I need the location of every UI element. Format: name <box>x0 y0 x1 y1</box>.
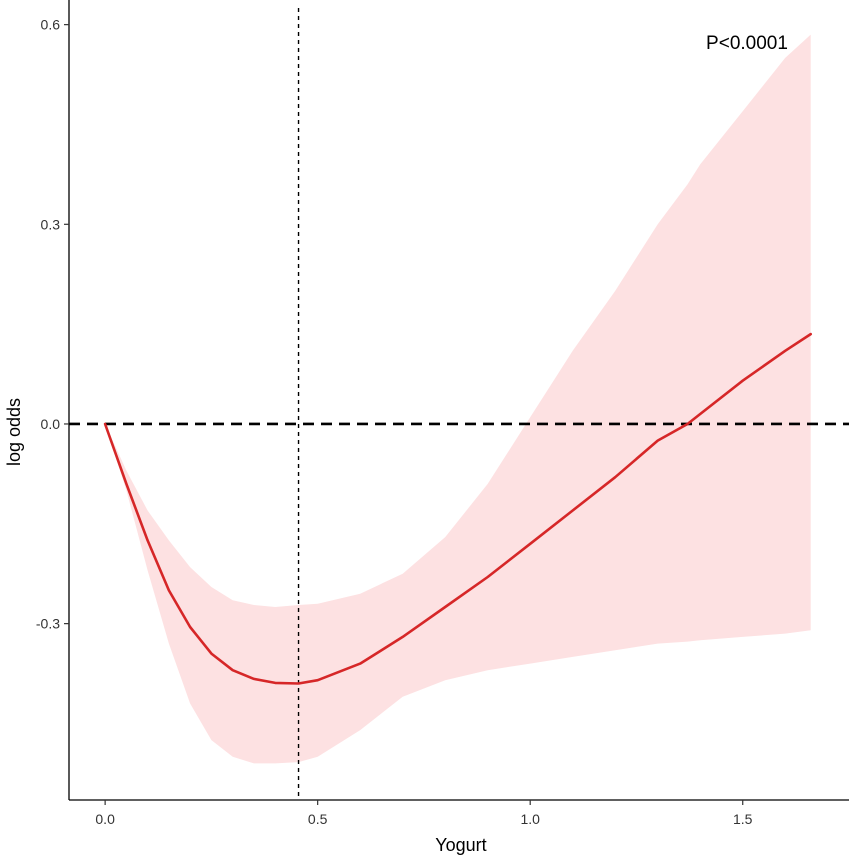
y-axis-title: log odds <box>4 398 24 466</box>
y-tick-label: 0.6 <box>41 17 61 33</box>
confidence-band-layer <box>105 34 811 764</box>
reference-lines-layer <box>69 8 849 800</box>
y-tick-label: -0.3 <box>36 616 60 632</box>
x-tick-label: 1.5 <box>733 811 753 827</box>
x-tick-label: 0.0 <box>95 811 115 827</box>
x-tick-label: 1.0 <box>520 811 540 827</box>
y-tick-label: 0.0 <box>41 416 61 432</box>
y-tick-label: 0.3 <box>41 216 61 232</box>
p-value-annotation: P<0.0001 <box>706 33 788 54</box>
series-line-layer <box>103 332 812 685</box>
confidence-band <box>105 34 811 764</box>
series-line <box>103 332 812 685</box>
x-axis-title: Yogurt <box>435 835 486 855</box>
axes-layer: -0.3 0.0 0.3 0.6 0.0 0.5 1.0 1.5 <box>36 0 849 827</box>
x-tick-label: 0.5 <box>308 811 328 827</box>
